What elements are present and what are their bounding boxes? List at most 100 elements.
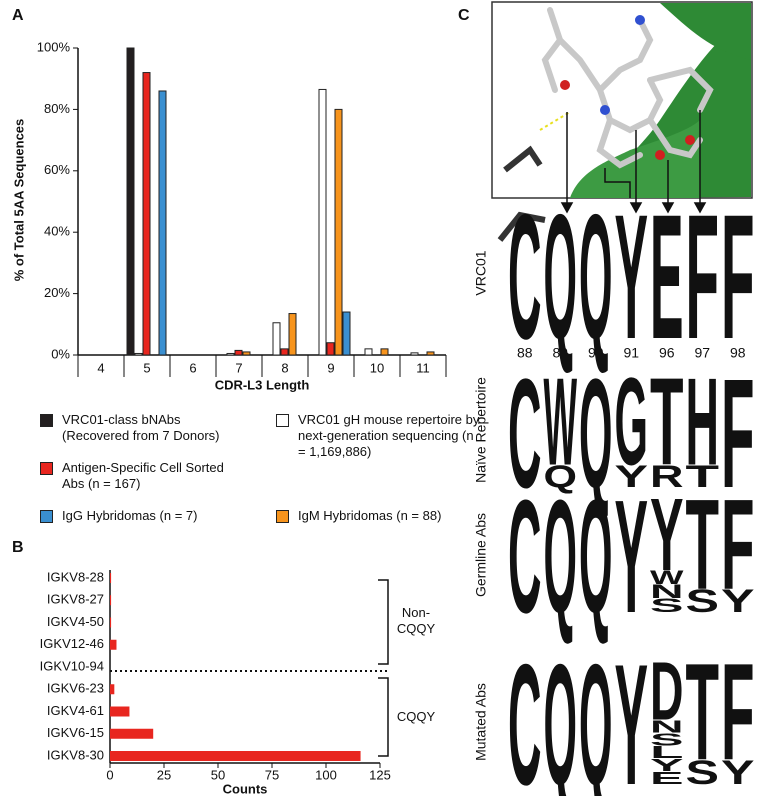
annotation: Non-CQQY: [396, 605, 436, 636]
x-tick-label: 5: [143, 360, 150, 375]
bar: [288, 313, 297, 356]
arrows: [560, 110, 707, 214]
logo-letter-group: C: [508, 177, 542, 377]
bracket: [378, 677, 389, 757]
logo-letter: F: [721, 177, 755, 377]
position-label: 96: [659, 345, 675, 361]
x-tick-label: 75: [265, 767, 279, 782]
logo-letter-group: Y: [615, 628, 649, 796]
bar: [326, 342, 335, 356]
logo-letter-group: S: [686, 753, 720, 792]
logo-letter-group: Y: [615, 468, 649, 647]
y-tick-label: IGKV4-50: [47, 614, 104, 629]
legend-entry: VRC01 gH mouse repertoire by next-genera…: [276, 412, 483, 460]
logo-letter: D: [650, 646, 684, 738]
y-tick-label: IGKV12-46: [40, 636, 104, 651]
logo-letter: N: [650, 581, 684, 603]
bar: [110, 595, 112, 606]
bar: [110, 684, 115, 695]
x-tick-label: 125: [369, 767, 391, 782]
y-tick-label: 40%: [44, 224, 70, 239]
legend-swatch: [40, 414, 53, 427]
logo-letter: Q: [579, 468, 613, 647]
logo-letter-group: F: [721, 347, 755, 520]
logo-letter-group: N: [650, 717, 684, 737]
position-label: 91: [623, 345, 639, 361]
logo-letter: S: [650, 595, 684, 617]
bar: [380, 348, 389, 356]
logo-letter: F: [721, 472, 755, 617]
logo-letter-group: S: [650, 595, 684, 617]
bar: [364, 348, 373, 356]
logo-label: VRC01: [473, 250, 489, 295]
bar: [134, 352, 143, 356]
logo-letter-group: S: [650, 730, 684, 750]
logo-letter: Y: [615, 468, 649, 647]
logo-letter-group: N: [650, 581, 684, 603]
logo-letter: Y: [650, 755, 684, 775]
logo-letter-group: Y: [650, 477, 684, 592]
bar: [342, 311, 351, 356]
logo-letter: Y: [721, 753, 755, 792]
legend-entry: IgM Hybridomas (n = 88): [276, 508, 483, 524]
logo-letter: Y: [650, 477, 684, 592]
logo-letter-group: Q: [579, 347, 613, 520]
logo-label: Mutated Abs: [473, 683, 489, 761]
bar: [410, 352, 419, 356]
bar: [158, 90, 167, 356]
x-tick-label: 4: [97, 360, 104, 375]
logo-letter-group: E: [650, 768, 684, 788]
logo-letter: E: [650, 177, 684, 377]
y-tick-label: IGKV8-28: [47, 569, 104, 584]
bar: [110, 639, 117, 650]
logo-letter-group: C: [508, 628, 542, 796]
bar: [234, 349, 243, 356]
logo-letter-group: D: [650, 646, 684, 738]
structure-image: [491, 1, 753, 242]
x-tick-label: 50: [211, 767, 225, 782]
position-label: 90: [588, 345, 604, 361]
logo-letter: W: [650, 567, 684, 589]
bar: [280, 348, 289, 356]
legend-swatch: [276, 510, 289, 523]
logo-letter-group: Y: [721, 753, 755, 792]
logo-letter: R: [650, 459, 684, 494]
logo-letter-group: Q: [579, 468, 613, 647]
logo-letter-group: Q: [544, 177, 578, 377]
logo-letter: N: [650, 717, 684, 737]
position-label: 97: [694, 345, 710, 361]
logo-letter: Y: [615, 628, 649, 796]
logo-letter-group: Q: [579, 628, 613, 796]
bar: [110, 573, 112, 583]
legend-swatch: [40, 510, 53, 523]
bar: [318, 88, 327, 356]
logo-letter: H: [686, 352, 720, 491]
logo-letter-group: C: [508, 347, 542, 520]
logo-letter: T: [650, 352, 684, 491]
panel-label: A: [12, 7, 24, 24]
logo-label: Naïve Repertoire: [473, 377, 489, 483]
logo-letter: C: [508, 468, 542, 647]
logo-letter: C: [508, 347, 542, 520]
logo-letter: C: [508, 628, 542, 796]
logo-letter: T: [686, 635, 720, 789]
position-label: 89: [552, 345, 568, 361]
logo-letter-group: H: [686, 352, 720, 491]
logo-letter: F: [721, 347, 755, 520]
bar: [110, 751, 361, 761]
position-label: 88: [517, 345, 533, 361]
logo-letter: C: [508, 177, 542, 377]
x-tick-label: 10: [370, 360, 384, 375]
logo-letter: Q: [544, 459, 578, 494]
panel-label: C: [458, 7, 470, 24]
x-tick-label: 7: [235, 360, 242, 375]
bar: [110, 728, 154, 739]
y-tick-label: 80%: [44, 101, 70, 116]
logo-letter: G: [615, 352, 649, 491]
y-tick-label: IGKV10-94: [40, 658, 104, 673]
logo-letter-group: F: [686, 177, 720, 377]
logo-letter: F: [721, 635, 755, 789]
x-tick-label: 11: [416, 360, 430, 375]
y-tick-label: 100%: [37, 39, 71, 54]
